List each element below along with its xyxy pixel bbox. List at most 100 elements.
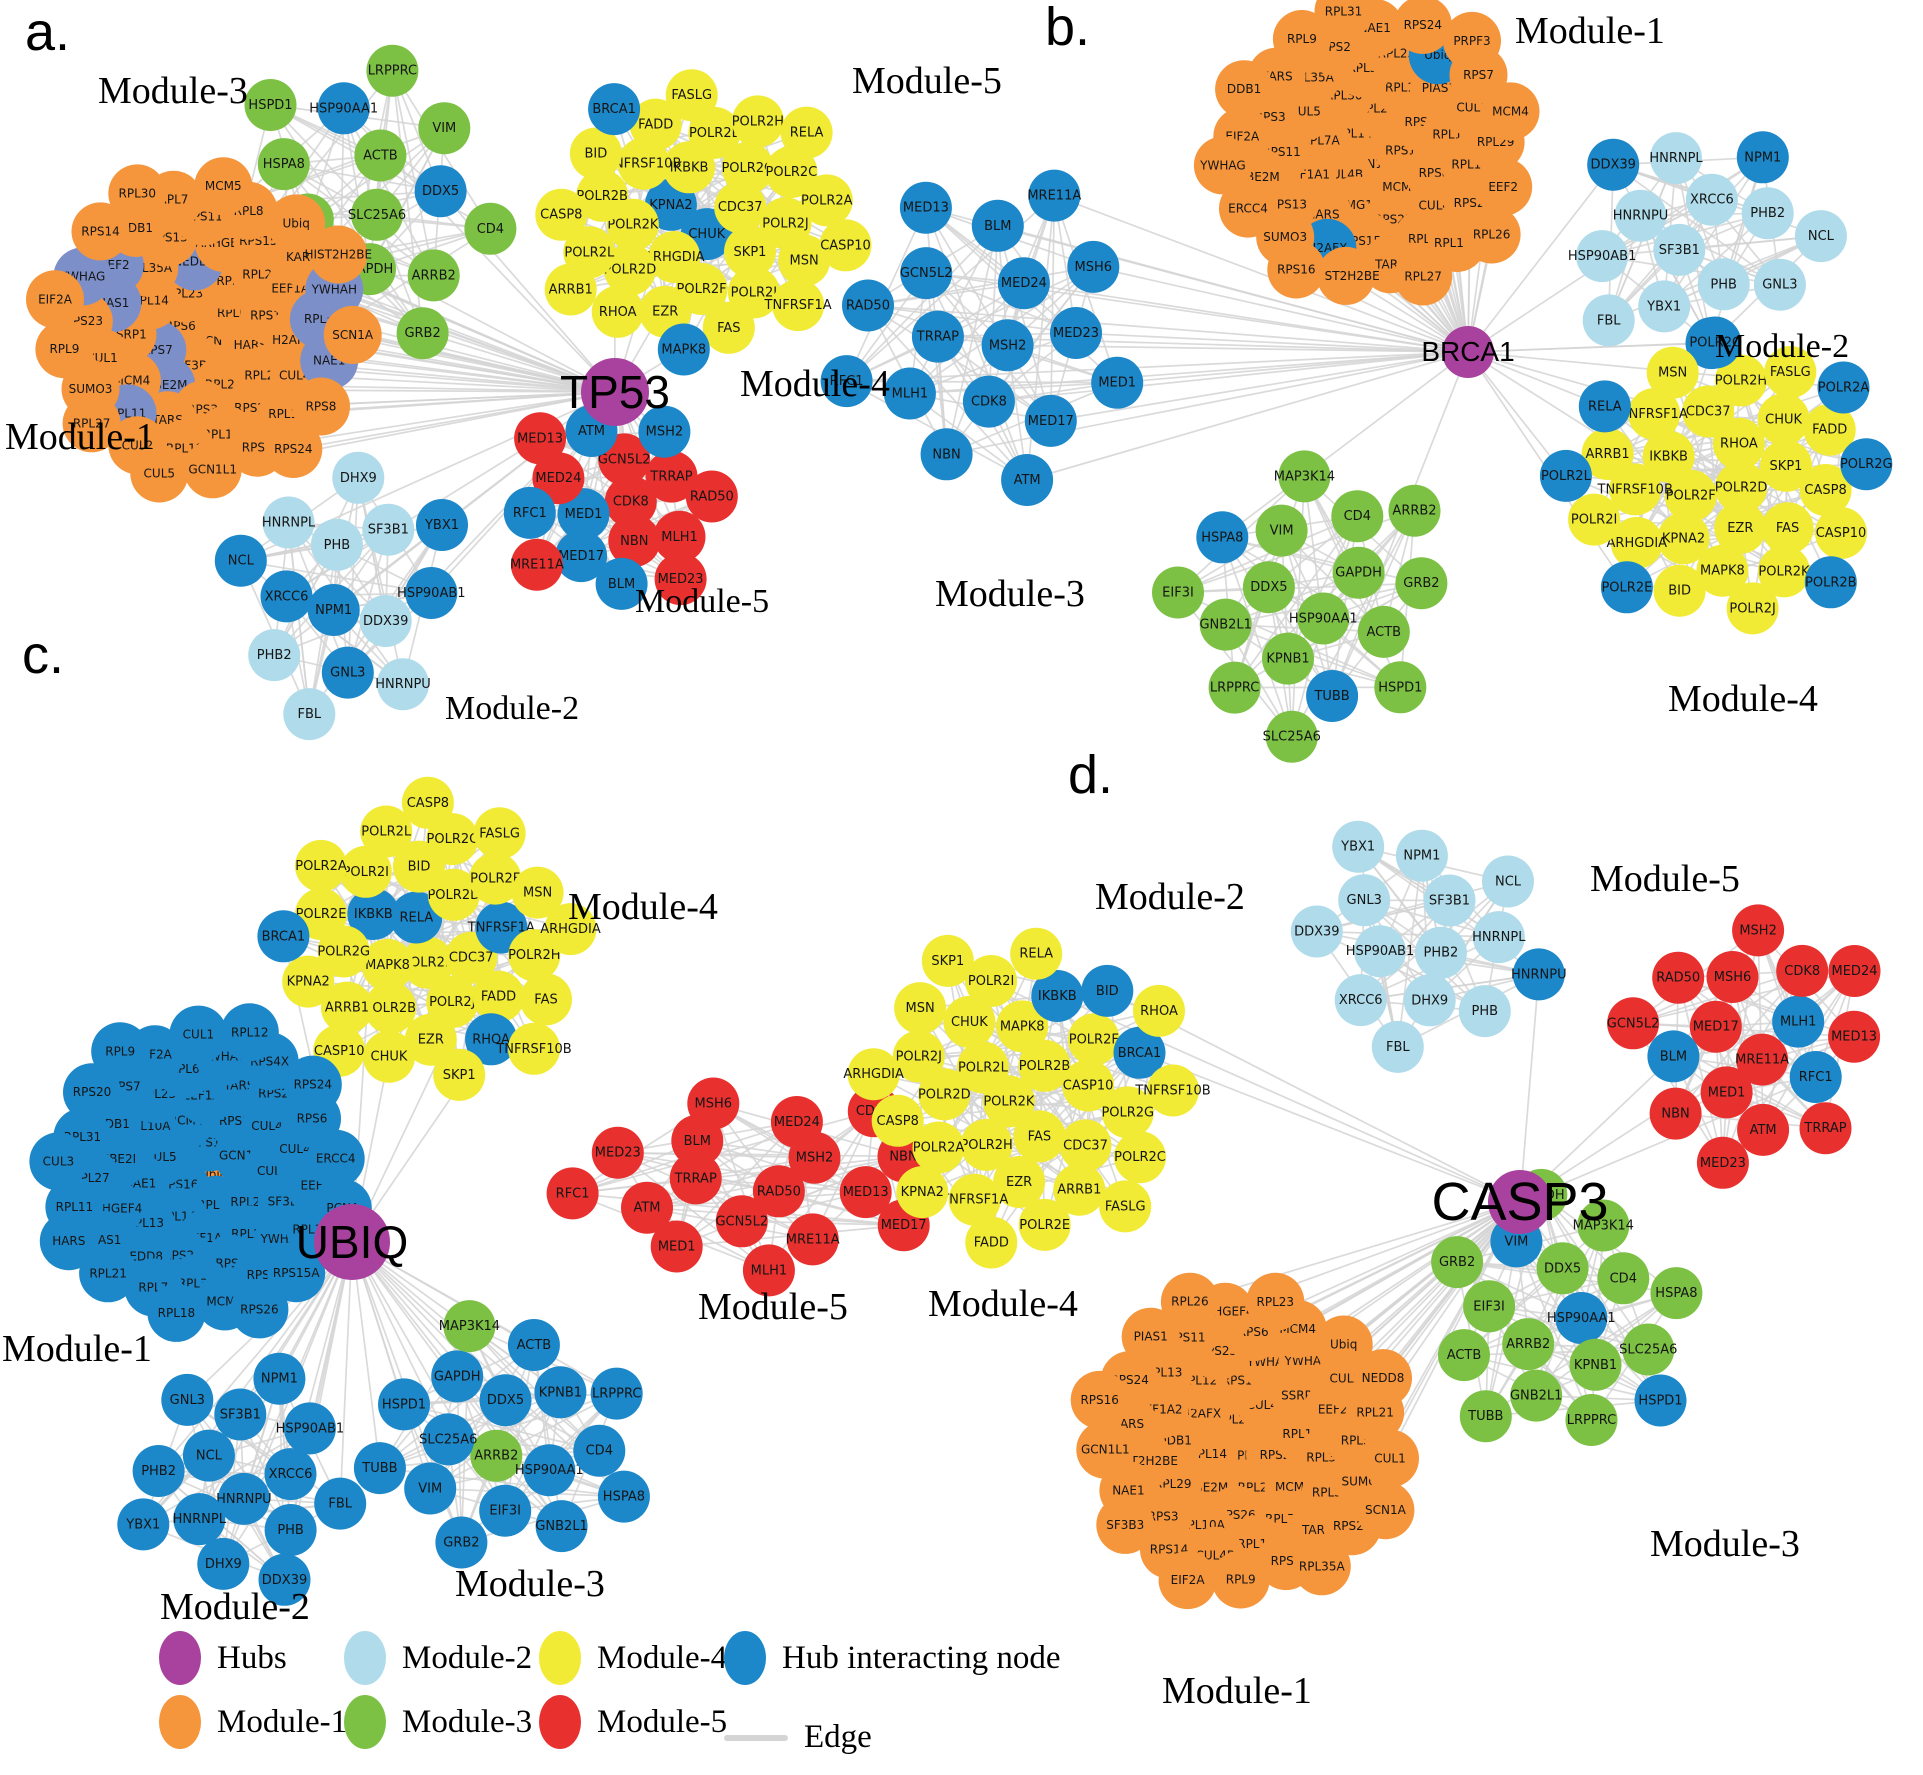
node-PIAS1[interactable]: [1121, 1307, 1180, 1366]
node-RELA[interactable]: [390, 891, 443, 944]
node-CD4[interactable]: [464, 202, 517, 255]
node-EIF3I[interactable]: [1463, 1280, 1516, 1333]
node-TNFRSF10B[interactable]: [1609, 463, 1662, 516]
hub-CASP3[interactable]: [1488, 1170, 1552, 1234]
node-RPS26[interactable]: [230, 1280, 289, 1339]
node-ACTB[interactable]: [1357, 605, 1410, 658]
node-MSH6[interactable]: [1706, 951, 1759, 1003]
node-MED24[interactable]: [997, 257, 1050, 310]
node-SCN1A[interactable]: [323, 305, 382, 364]
node-EEF2[interactable]: [1474, 157, 1533, 216]
node-KPNA2[interactable]: [282, 955, 335, 1008]
node-MED1[interactable]: [650, 1220, 703, 1273]
node-PHB2[interactable]: [132, 1445, 185, 1497]
node-FBL[interactable]: [1371, 1020, 1424, 1073]
node-CD4[interactable]: [1331, 490, 1384, 543]
node-RELA[interactable]: [1578, 380, 1631, 433]
node-GCN5L2[interactable]: [715, 1195, 768, 1248]
node-RPS24[interactable]: [283, 1055, 342, 1114]
node-CASP8[interactable]: [1799, 464, 1852, 516]
node-TNFRSF1A[interactable]: [1628, 388, 1681, 440]
node-POLR2A[interactable]: [295, 839, 347, 892]
node-MSH2[interactable]: [638, 405, 691, 458]
node-KPNA2[interactable]: [1657, 512, 1710, 565]
node-TUBB[interactable]: [353, 1442, 406, 1495]
node-ARRB2[interactable]: [1502, 1318, 1555, 1371]
node-LRPPRC[interactable]: [590, 1367, 643, 1420]
node-HARS[interactable]: [39, 1212, 98, 1271]
node-RPS24[interactable]: [264, 420, 323, 478]
node-HSPA8[interactable]: [257, 138, 310, 191]
node-CUL1[interactable]: [1361, 1429, 1419, 1488]
node-BRCA1[interactable]: [1113, 1026, 1166, 1079]
node-EIF3I[interactable]: [479, 1484, 532, 1537]
node-GRB2[interactable]: [1431, 1236, 1484, 1289]
node-PHB[interactable]: [1458, 985, 1511, 1038]
hub-UBIQ[interactable]: [314, 1204, 390, 1280]
node-RPL18[interactable]: [147, 1283, 206, 1342]
node-MSN[interactable]: [511, 866, 564, 919]
node-LRPPRC[interactable]: [366, 44, 419, 97]
hub-BRCA1[interactable]: [1442, 326, 1494, 378]
node-POLR2F[interactable]: [1664, 469, 1717, 522]
node-POLR2H[interactable]: [508, 929, 561, 982]
node-MED17[interactable]: [1024, 394, 1077, 447]
node-POLR2J[interactable]: [892, 1030, 945, 1083]
node-TNFRSF1A[interactable]: [948, 1173, 1001, 1226]
node-MSN[interactable]: [894, 982, 947, 1035]
node-MED24[interactable]: [532, 452, 585, 505]
node-TNFRSF1A[interactable]: [772, 279, 825, 332]
node-NPM1[interactable]: [307, 584, 360, 636]
node-POLR2F[interactable]: [469, 852, 522, 905]
node-RAD50[interactable]: [842, 279, 894, 332]
node-NCL[interactable]: [1482, 855, 1534, 908]
node-POLR2C[interactable]: [1114, 1131, 1166, 1184]
node-SF3B1[interactable]: [362, 503, 415, 556]
node-XRCC6[interactable]: [1334, 974, 1387, 1027]
node-CDK8[interactable]: [962, 375, 1015, 428]
node-NCL[interactable]: [182, 1429, 235, 1482]
node-MLH1[interactable]: [653, 510, 706, 563]
node-HNRNPU[interactable]: [217, 1472, 270, 1525]
node-BID[interactable]: [569, 127, 622, 180]
node-SKP1[interactable]: [1760, 439, 1812, 492]
node-YBX1[interactable]: [416, 499, 468, 551]
node-GAPDH[interactable]: [431, 1350, 484, 1403]
node-MCM4[interactable]: [1481, 82, 1540, 141]
node-POLR2G[interactable]: [317, 925, 370, 978]
node-MED23[interactable]: [1050, 307, 1102, 359]
node-POLR2H[interactable]: [960, 1118, 1013, 1171]
node-POLR2I[interactable]: [965, 955, 1018, 1007]
node-BRCA1[interactable]: [588, 83, 641, 136]
node-ARHGDIA[interactable]: [1610, 516, 1663, 569]
node-SLC25A6[interactable]: [422, 1413, 475, 1466]
node-FASLG[interactable]: [1099, 1180, 1152, 1233]
node-HSPA8[interactable]: [597, 1470, 650, 1523]
node-EZR[interactable]: [1714, 501, 1767, 554]
node-SLC25A6[interactable]: [1622, 1323, 1675, 1376]
node-POLR2K[interactable]: [401, 936, 454, 989]
node-POLR2A[interactable]: [1817, 361, 1870, 414]
node-KPNA2[interactable]: [896, 1166, 949, 1219]
node-EIF2A[interactable]: [1158, 1551, 1217, 1610]
node-POLR2L[interactable]: [1539, 449, 1592, 502]
node-RFC1[interactable]: [820, 355, 873, 408]
node-YWHAG[interactable]: [1193, 136, 1252, 195]
node-HNRNPL[interactable]: [1472, 911, 1525, 964]
node-HSPD1[interactable]: [244, 79, 297, 131]
node-POLR2B[interactable]: [1018, 1039, 1071, 1092]
node-SF3B1[interactable]: [214, 1388, 267, 1441]
node-RFC1[interactable]: [503, 486, 556, 539]
node-DDB1[interactable]: [1215, 60, 1274, 119]
node-HNRNPL[interactable]: [173, 1493, 226, 1546]
node-POLR2E[interactable]: [1018, 1198, 1071, 1251]
node-GAPDH[interactable]: [1332, 546, 1385, 599]
node-CDC37[interactable]: [714, 181, 767, 234]
node-GRB2[interactable]: [435, 1516, 488, 1569]
node-RPL27[interactable]: [62, 394, 121, 453]
node-VIM[interactable]: [1255, 504, 1308, 557]
node-HNRNPU[interactable]: [377, 658, 429, 711]
node-MSH2[interactable]: [981, 319, 1034, 372]
node-RAD50[interactable]: [1652, 951, 1705, 1004]
node-ARRB1[interactable]: [544, 263, 597, 316]
